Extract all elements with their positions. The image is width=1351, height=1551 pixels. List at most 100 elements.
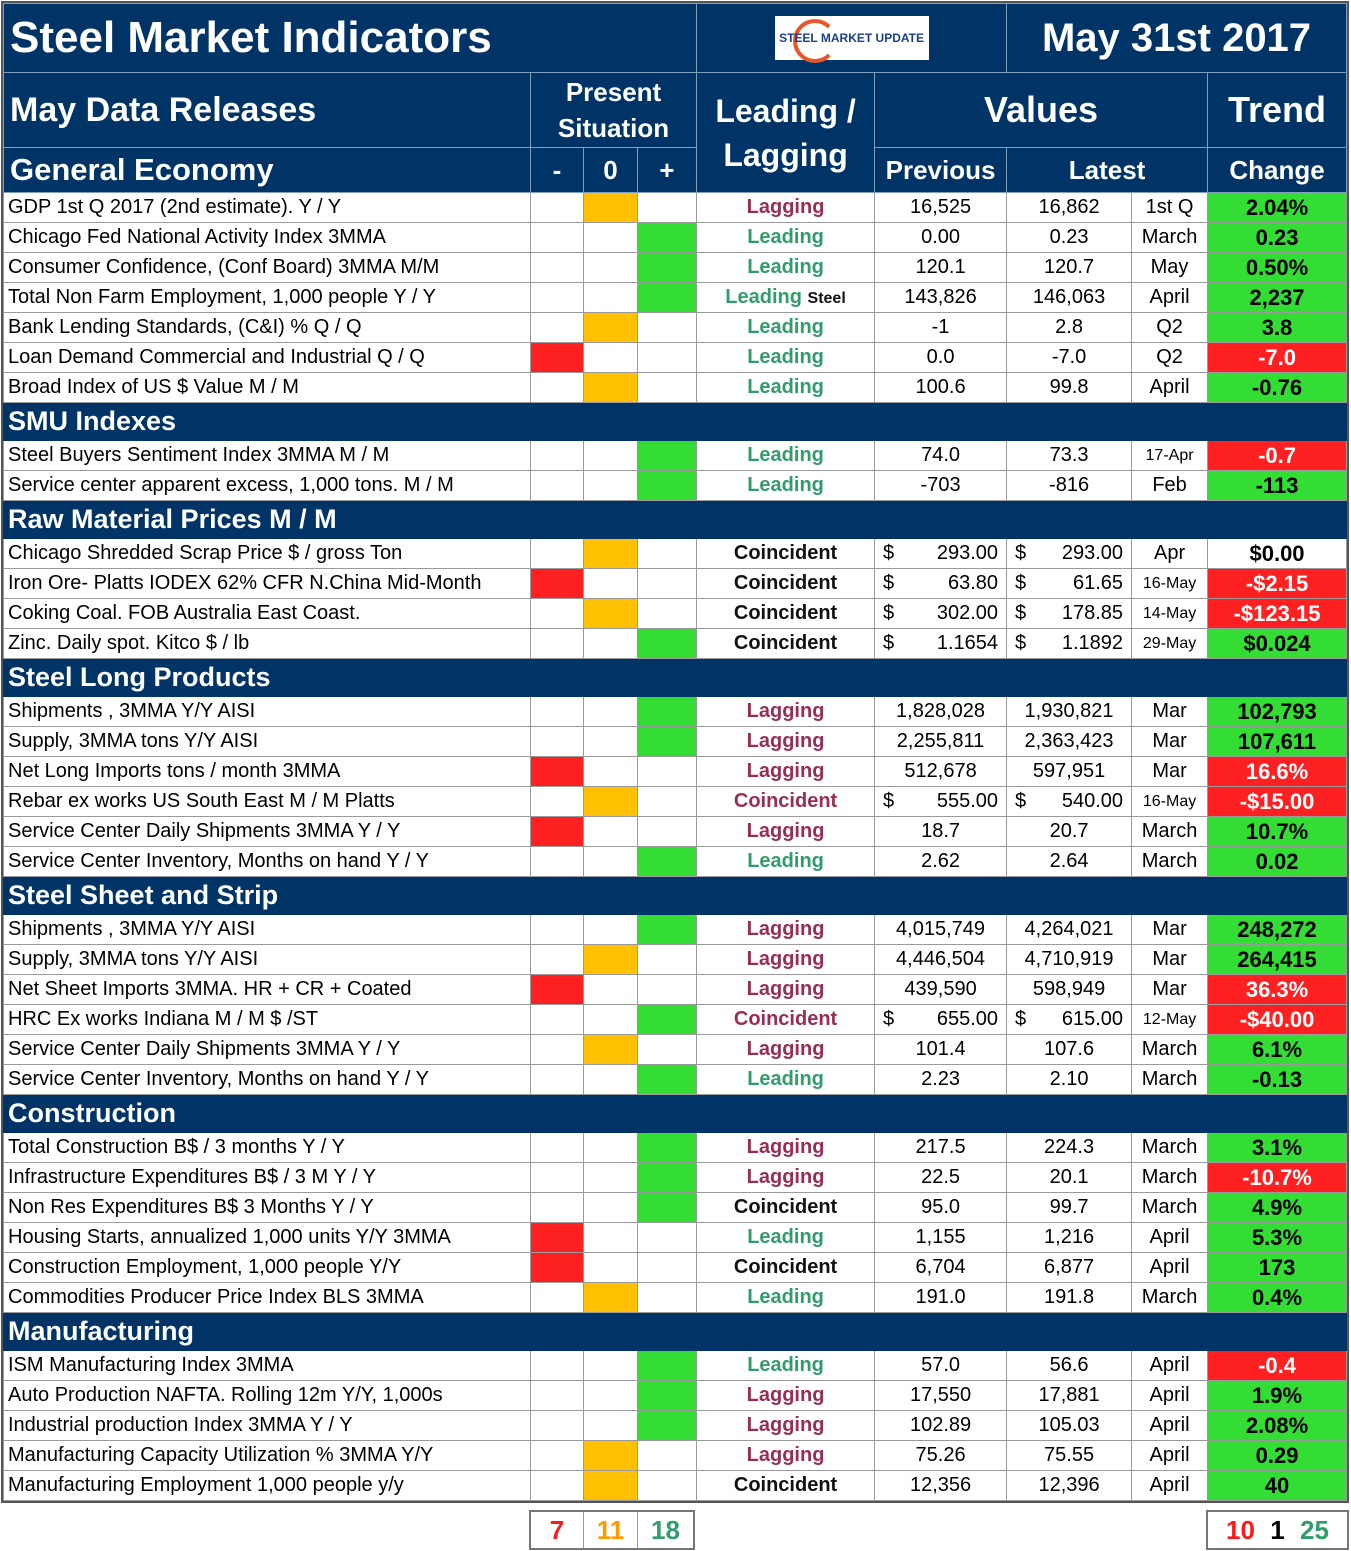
indicator-type: Lagging <box>746 1038 825 1060</box>
prev-value: 2.62 <box>874 846 1008 877</box>
leading-lagging-cell: Leading <box>696 470 876 501</box>
situation-positive-cell <box>636 944 698 975</box>
situation-positive-cell <box>636 1440 698 1471</box>
situation-neutral-cell <box>583 1132 638 1163</box>
prev-value: 57.0 <box>874 1350 1008 1381</box>
indicator-label: Service Center Daily Shipments 3MMA Y / … <box>3 1034 531 1065</box>
situation-neutral-cell <box>583 342 638 373</box>
situation-positive-cell <box>636 756 698 787</box>
zero-heading: 0 <box>583 147 638 193</box>
indicator-label: Commodities Producer Price Index BLS 3MM… <box>3 1282 531 1313</box>
situation-neutral-cell <box>583 1192 638 1223</box>
indicator-row: Auto Production NAFTA. Rolling 12m Y/Y, … <box>3 1380 1347 1411</box>
trend-change: 0.02 <box>1207 846 1347 877</box>
situation-positive-cell <box>636 538 698 569</box>
situation-negative-cell <box>530 440 584 471</box>
indicator-label: Iron Ore- Platts IODEX 62% CFR N.China M… <box>3 568 531 599</box>
leading-lagging-cell: Lagging <box>696 1034 876 1065</box>
situation-positive-cell <box>636 1410 698 1441</box>
indicator-row: Shipments , 3MMA Y/Y AISI Lagging 1,828,… <box>3 696 1347 727</box>
trend-change: 3.8 <box>1207 312 1347 343</box>
situation-negative-cell <box>530 944 584 975</box>
latest-value: 0.23 <box>1006 222 1133 253</box>
situation-neutral-cell <box>583 1034 638 1065</box>
situation-neutral-cell <box>583 1162 638 1193</box>
report-date: May 31st 2017 <box>1006 3 1347 73</box>
period: April <box>1131 1222 1209 1253</box>
situation-negative-cell <box>530 252 584 283</box>
prev-value: $302.00 <box>874 598 1008 629</box>
situation-neutral-cell <box>583 252 638 283</box>
indicator-row: Service center apparent excess, 1,000 to… <box>3 470 1347 501</box>
situation-positive-cell <box>636 598 698 629</box>
prev-value: $63.80 <box>874 568 1008 599</box>
trend-change: -10.7% <box>1207 1162 1347 1193</box>
situation-positive-cell <box>636 192 698 223</box>
leading-lagging-cell: Lagging <box>696 1162 876 1193</box>
situation-positive-cell <box>636 568 698 599</box>
indicator-label: ISM Manufacturing Index 3MMA <box>3 1350 531 1381</box>
situation-negative-cell <box>530 1162 584 1193</box>
prev-value: 74.0 <box>874 440 1008 471</box>
latest-value: 4,264,021 <box>1006 914 1133 945</box>
situation-positive-cell <box>636 1064 698 1095</box>
prev-value: 95.0 <box>874 1192 1008 1223</box>
period: Q2 <box>1131 342 1209 373</box>
indicator-label: Auto Production NAFTA. Rolling 12m Y/Y, … <box>3 1380 531 1411</box>
currency-symbol: $ <box>1015 572 1027 594</box>
indicators-table: Steel Market Indicators STEEL MARKET UPD… <box>2 3 1347 1501</box>
prev-value: 75.26 <box>874 1440 1008 1471</box>
steel-market-update-logo: STEEL MARKET UPDATE <box>774 16 929 63</box>
indicator-label: Shipments , 3MMA Y/Y AISI <box>3 914 531 945</box>
situation-negative-cell <box>530 568 584 599</box>
leading-lagging-cell: Lagging <box>696 944 876 975</box>
situation-positive-cell <box>636 1034 698 1065</box>
indicator-type: Lagging <box>746 1384 825 1406</box>
leading-lagging-cell: Lagging <box>696 1380 876 1411</box>
latest-value: 1,930,821 <box>1006 696 1133 727</box>
indicator-label: Zinc. Daily spot. Kitco $ / lb <box>3 628 531 659</box>
leading-lagging-cell: Lagging <box>696 914 876 945</box>
latest-value: $293.00 <box>1006 538 1133 569</box>
trend-change: 10.7% <box>1207 816 1347 847</box>
indicator-type: Leading <box>747 376 824 398</box>
plus-heading: + <box>636 147 698 193</box>
leading-lagging-cell: Lagging <box>696 726 876 757</box>
latest-value: 17,881 <box>1006 1380 1133 1411</box>
page-title: Steel Market Indicators <box>2 3 698 73</box>
logo-text: STEEL MARKET UPDATE <box>779 31 924 45</box>
indicators-table-wrapper: Steel Market Indicators STEEL MARKET UPD… <box>1 1 1349 1503</box>
indicator-row: Shipments , 3MMA Y/Y AISI Lagging 4,015,… <box>3 914 1347 945</box>
situation-negative-cell <box>530 192 584 223</box>
prev-value: 22.5 <box>874 1162 1008 1193</box>
situation-negative-cell <box>530 816 584 847</box>
currency-symbol: $ <box>883 632 895 654</box>
situation-neutral-cell <box>583 974 638 1005</box>
indicator-type: Lagging <box>746 1444 825 1466</box>
indicator-type-note: Steel <box>807 290 846 307</box>
minus-heading: - <box>530 147 584 193</box>
situation-positive-cell <box>636 342 698 373</box>
indicator-row: Supply, 3MMA tons Y/Y AISI Lagging 4,446… <box>3 944 1347 975</box>
latest-value: 1,216 <box>1006 1222 1133 1253</box>
indicator-label: Loan Demand Commercial and Industrial Q … <box>3 342 531 373</box>
leading-lagging-cell: Coincident <box>696 538 876 569</box>
latest-value: 120.7 <box>1006 252 1133 283</box>
indicator-type: Leading <box>725 286 802 308</box>
latest-value: 2,363,423 <box>1006 726 1133 757</box>
situation-negative-cell <box>530 1064 584 1095</box>
section-title: Construction <box>3 1094 1347 1133</box>
currency-symbol: $ <box>1015 632 1027 654</box>
situation-positive-cell <box>636 1222 698 1253</box>
indicator-type: Lagging <box>746 196 825 218</box>
latest-amount: 615.00 <box>1061 1008 1124 1030</box>
situation-positive-cell <box>636 470 698 501</box>
section-header: Manufacturing <box>3 1312 1347 1351</box>
section-header: Construction <box>3 1094 1347 1133</box>
prev-value: 2,255,811 <box>874 726 1008 757</box>
situation-negative-cell <box>530 222 584 253</box>
situation-neutral-cell <box>583 222 638 253</box>
trend-change: 107,611 <box>1207 726 1347 757</box>
indicator-label: Supply, 3MMA tons Y/Y AISI <box>3 944 531 975</box>
period: March <box>1131 1034 1209 1065</box>
